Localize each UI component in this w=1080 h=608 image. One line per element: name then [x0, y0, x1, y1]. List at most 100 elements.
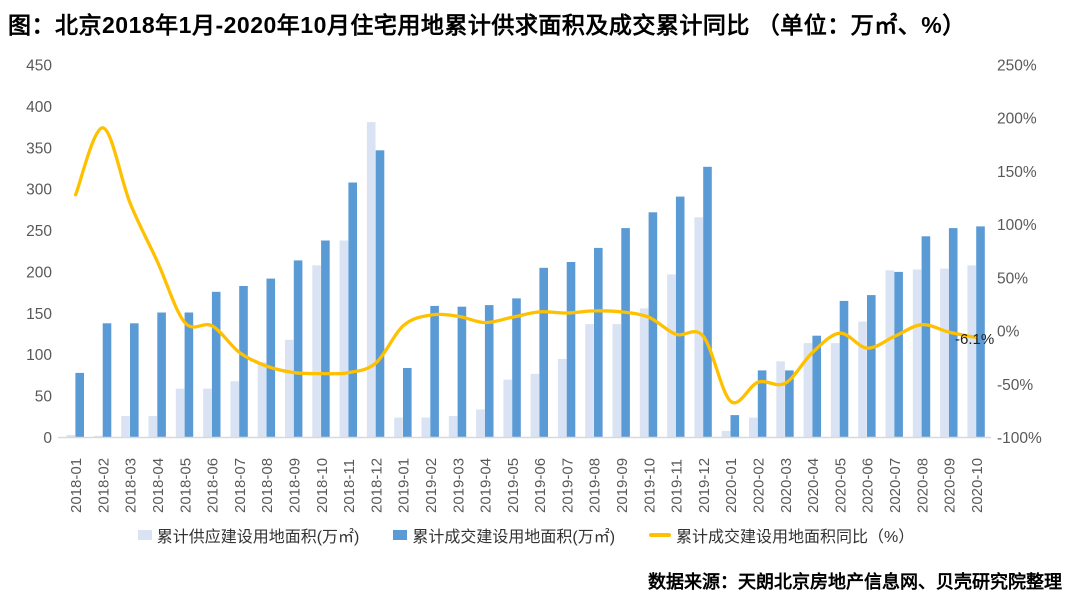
transaction-bar	[757, 370, 767, 438]
x-axis-category-label: 2018-04	[150, 458, 167, 513]
transaction-bar	[484, 305, 494, 438]
transaction-bar	[512, 298, 521, 438]
right-axis-tick-label: 0%	[997, 324, 1020, 341]
x-axis-category-label: 2018-11	[341, 459, 358, 513]
supply-bar	[148, 416, 158, 438]
transaction-bar	[867, 295, 876, 438]
supply-bar	[285, 339, 294, 438]
left-axis-tick-label: 250	[26, 223, 52, 240]
transaction-bar	[566, 262, 576, 438]
left-axis-tick-label: 350	[26, 140, 52, 157]
right-axis-tick-label: 200%	[997, 111, 1037, 128]
right-axis-tick-label: 250%	[997, 58, 1037, 75]
supply-bar	[66, 435, 76, 438]
transaction-bar	[594, 247, 603, 438]
left-axis-tick-label: 200	[26, 264, 52, 281]
x-axis-category-label: 2018-05	[177, 458, 194, 513]
transaction-bar	[976, 226, 985, 438]
legend-label-yoy: 累计成交建设用地面积同比（%）	[676, 529, 915, 546]
x-axis-category-label: 2020-07	[887, 458, 904, 513]
x-axis-category-label: 2018-06	[205, 458, 222, 513]
supply-bar	[203, 388, 212, 438]
supply-bar	[940, 268, 949, 438]
supply-bar	[749, 417, 758, 438]
left-axis-tick-label: 50	[35, 389, 53, 406]
supply-bar	[803, 343, 813, 438]
transaction-bar	[457, 306, 467, 438]
supply-bar	[121, 416, 130, 438]
x-axis-category-label: 2018-01	[68, 458, 85, 513]
supply-bar	[312, 265, 321, 438]
x-axis-category-label: 2020-03	[778, 458, 795, 513]
transaction-bar	[839, 300, 849, 438]
bars-transaction	[75, 150, 985, 438]
x-axis-category-label: 2019-03	[450, 458, 467, 513]
supply-bar	[530, 373, 540, 438]
supply-bar	[830, 343, 840, 438]
supply-bar	[175, 388, 185, 438]
supply-bar	[776, 361, 785, 438]
transaction-bar	[375, 150, 385, 438]
supply-bar	[885, 270, 895, 438]
right-axis-tick-label: -50%	[997, 377, 1033, 394]
supply-bar	[858, 321, 867, 438]
transaction-bar	[102, 323, 112, 438]
x-axis-category-label: 2018-12	[368, 458, 385, 513]
x-axis-category-label: 2019-10	[641, 458, 658, 513]
legend-item-supply: 累计供应建设用地面积(万㎡)	[137, 523, 359, 547]
chart-legend: 累计供应建设用地面积(万㎡) 累计成交建设用地面积(万㎡) 累计成交建设用地面积…	[62, 523, 990, 547]
right-axis-tick-label: 50%	[997, 270, 1028, 287]
x-axis-category-label: 2019-06	[532, 458, 549, 513]
x-axis-category-label: 2018-02	[95, 458, 112, 513]
supply-bar	[421, 417, 431, 438]
x-axis-category-label: 2018-10	[314, 458, 331, 513]
left-axis-tick-label: 400	[26, 99, 52, 116]
x-axis-category-label: 2020-04	[805, 458, 822, 513]
transaction-bar	[75, 372, 84, 438]
supply-bar	[366, 122, 376, 438]
yoy-line	[73, 126, 979, 405]
transaction-bar	[730, 415, 740, 438]
supply-bar	[612, 324, 622, 438]
transaction-bar	[539, 267, 548, 438]
x-axis-category-label: 2019-09	[614, 458, 631, 513]
supply-bar	[694, 217, 703, 438]
x-axis-category-label: 2020-06	[860, 458, 877, 513]
right-axis-tick-label: 150%	[997, 164, 1037, 181]
x-axis-category-label: 2018-08	[259, 458, 276, 513]
x-axis-category-label: 2018-03	[123, 458, 140, 513]
supply-bar	[339, 240, 349, 438]
data-source-note: 数据来源：天朗北京房地产信息网、贝壳研究院整理	[648, 572, 1062, 592]
transaction-bar	[621, 228, 630, 438]
bars-supply	[66, 122, 976, 438]
x-axis-category-label: 2019-08	[587, 458, 604, 513]
supply-bar	[93, 435, 103, 438]
x-axis-category-label: 2019-07	[559, 458, 576, 513]
transaction-bar	[157, 312, 166, 438]
x-axis-category-label: 2019-04	[478, 458, 495, 513]
legend-item-transaction: 累计成交建设用地面积(万㎡)	[393, 523, 615, 547]
transaction-bar	[921, 236, 931, 438]
supply-bar	[257, 362, 267, 438]
left-axis-tick-label: 0	[43, 430, 52, 447]
supply-bar	[476, 409, 485, 438]
x-axis-category-label: 2019-12	[696, 458, 713, 513]
left-axis-tick-label: 300	[26, 182, 52, 199]
transaction-bar	[348, 182, 357, 438]
x-axis-category-label: 2019-11	[669, 459, 686, 513]
right-axis-tick-label: -100%	[997, 430, 1042, 447]
x-axis-category-label: 2020-10	[969, 458, 986, 513]
transaction-bar	[211, 291, 221, 438]
supply-bar	[639, 308, 649, 438]
chart-title: 图：北京2018年1月-2020年10月住宅用地累计供求面积及成交累计同比 （单…	[8, 12, 966, 38]
transaction-bar	[403, 368, 412, 438]
x-axis-category-label: 2018-09	[287, 458, 304, 513]
left-axis-tick-label: 150	[26, 306, 52, 323]
x-axis-category-label: 2019-02	[423, 458, 440, 513]
x-axis-category-label: 2020-01	[723, 458, 740, 513]
legend-item-yoy: 累计成交建设用地面积同比（%）	[649, 523, 914, 547]
transaction-bar	[703, 166, 712, 438]
supply-bar	[667, 274, 676, 438]
supply-bar	[721, 430, 731, 438]
